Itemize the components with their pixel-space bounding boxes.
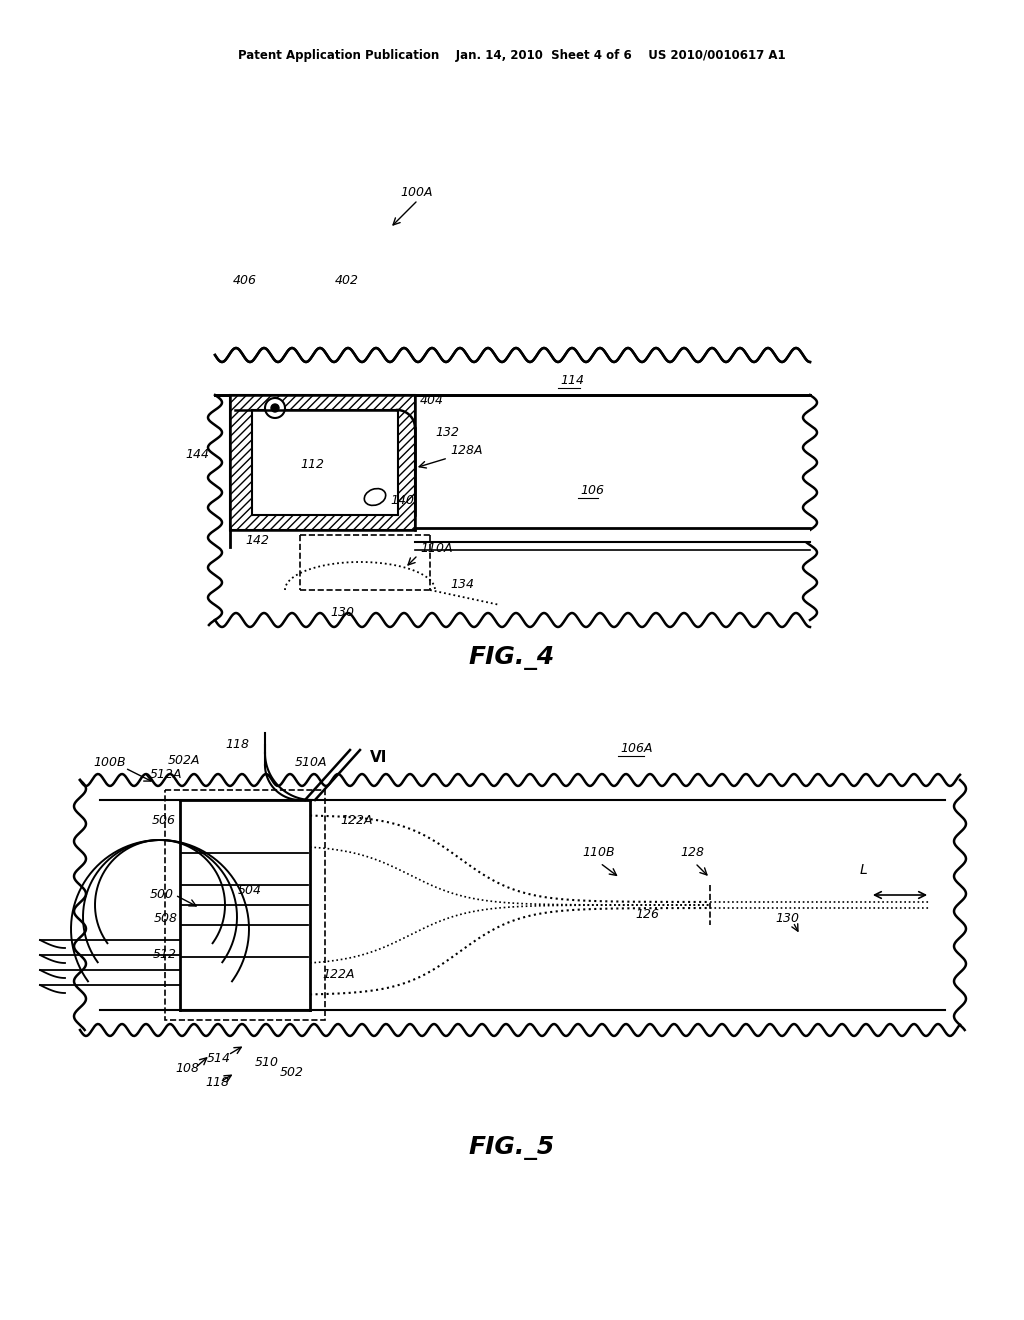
Text: 100B: 100B xyxy=(93,755,126,768)
Bar xyxy=(215,355,810,395)
Text: 128: 128 xyxy=(680,846,705,859)
Text: 406: 406 xyxy=(233,273,257,286)
Text: 106A: 106A xyxy=(620,742,652,755)
Text: 510: 510 xyxy=(255,1056,279,1069)
Text: L: L xyxy=(860,863,867,876)
Text: 144: 144 xyxy=(185,449,209,462)
Circle shape xyxy=(265,399,285,418)
Text: 108: 108 xyxy=(175,1061,199,1074)
Text: 142: 142 xyxy=(245,533,269,546)
Text: 404: 404 xyxy=(420,393,444,407)
Text: 118: 118 xyxy=(205,1077,229,1089)
Text: 128A: 128A xyxy=(450,444,482,457)
Text: 118: 118 xyxy=(225,738,249,751)
Text: 132: 132 xyxy=(435,425,459,438)
Text: 112: 112 xyxy=(300,458,324,470)
Text: VI: VI xyxy=(370,750,387,764)
Text: 110A: 110A xyxy=(420,541,453,554)
Text: FIG._5: FIG._5 xyxy=(469,1137,555,1160)
Bar xyxy=(252,411,398,515)
Circle shape xyxy=(271,404,279,412)
Text: 512A: 512A xyxy=(150,768,182,781)
Text: 514: 514 xyxy=(207,1052,231,1064)
Text: 122A: 122A xyxy=(340,813,373,826)
Text: 500: 500 xyxy=(150,888,174,902)
Text: FIG._4: FIG._4 xyxy=(469,645,555,671)
Text: 106: 106 xyxy=(580,483,604,496)
Bar xyxy=(415,528,810,543)
Text: 508: 508 xyxy=(154,912,178,924)
Bar xyxy=(165,789,325,1020)
Text: 110B: 110B xyxy=(582,846,614,859)
Bar xyxy=(230,395,415,531)
Text: 510A: 510A xyxy=(295,755,328,768)
Text: 512: 512 xyxy=(153,949,177,961)
Text: 130: 130 xyxy=(330,606,354,619)
Text: 402: 402 xyxy=(335,273,359,286)
Text: 130: 130 xyxy=(775,912,799,924)
Text: 126: 126 xyxy=(635,908,659,921)
Text: 100A: 100A xyxy=(400,186,432,199)
Text: 502A: 502A xyxy=(168,754,201,767)
Text: 140: 140 xyxy=(390,494,414,507)
Text: 114: 114 xyxy=(560,374,584,387)
Text: Patent Application Publication    Jan. 14, 2010  Sheet 4 of 6    US 2010/0010617: Patent Application Publication Jan. 14, … xyxy=(239,49,785,62)
Text: 122A: 122A xyxy=(322,969,354,982)
Text: 506: 506 xyxy=(152,813,176,826)
Ellipse shape xyxy=(365,488,386,506)
Text: 134: 134 xyxy=(450,578,474,591)
Text: 504: 504 xyxy=(238,883,262,896)
Text: 502: 502 xyxy=(280,1067,304,1080)
